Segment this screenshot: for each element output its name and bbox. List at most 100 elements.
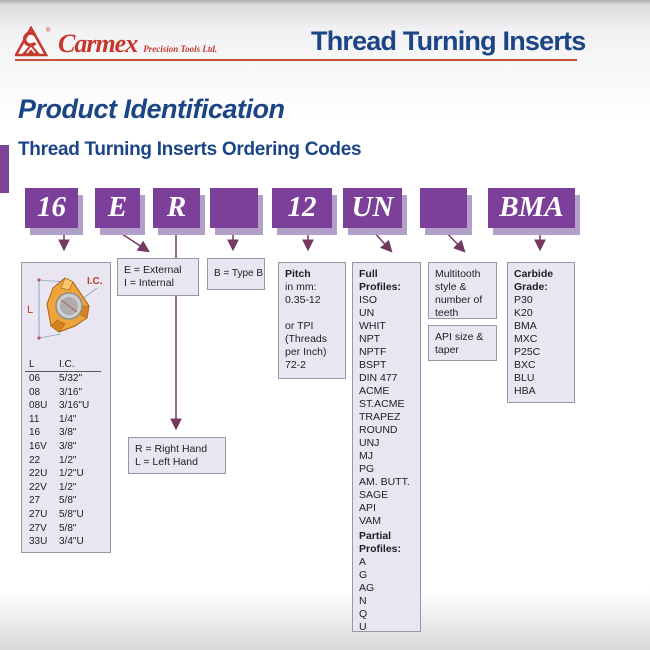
full-profiles-title: Full Profiles: bbox=[359, 268, 402, 293]
profile-item: ISO bbox=[359, 294, 378, 306]
grade-item: BXC bbox=[514, 359, 536, 371]
full-profiles-list: ISO UN WHIT NPT NPTF BSPT DIN 477 ACME ST.ACME TR… bbox=[359, 294, 414, 528]
pitch-line: per Inch) bbox=[285, 346, 327, 358]
table-row: 11 1/4" bbox=[25, 413, 107, 427]
cell-ic: 3/4"U bbox=[59, 536, 84, 548]
cell-l: 33U bbox=[29, 536, 48, 548]
profile-item: SAGE bbox=[359, 489, 389, 501]
cell-ic: 1/2" bbox=[59, 454, 77, 466]
grade-item: BLU bbox=[514, 372, 535, 384]
pitch-title: Pitch bbox=[285, 268, 311, 280]
profile-item: DIN 477 bbox=[359, 372, 398, 384]
profile-item: API bbox=[359, 502, 376, 514]
external-internal-box: E = External I = Internal bbox=[117, 258, 199, 296]
section-title: Product Identification bbox=[18, 94, 285, 124]
pitch-line: (Threads bbox=[285, 333, 328, 345]
profile-item: NPT bbox=[359, 333, 380, 345]
pitch-line bbox=[285, 307, 339, 320]
carbide-grade-title: Carbide Grade: bbox=[514, 268, 554, 293]
brand-name: Carmex bbox=[58, 29, 138, 58]
cell-l: 27V bbox=[29, 522, 47, 534]
cell-l: 16V bbox=[29, 440, 47, 452]
type-b-box: B = Type B bbox=[207, 258, 265, 290]
table-row: 22U 1/2"U bbox=[25, 467, 107, 481]
profile-item: AM. BUTT. bbox=[359, 476, 410, 488]
cell-l: 08U bbox=[29, 400, 48, 412]
multitooth-box: Multitooth style & number of teeth bbox=[428, 262, 497, 319]
code-box-multitooth bbox=[420, 188, 467, 228]
table-row: 27U 5/8"U bbox=[25, 508, 107, 522]
code-box-hand: R bbox=[153, 188, 200, 228]
brand-logo: ® Carmex Precision Tools Ltd. bbox=[13, 20, 218, 59]
carbide-grade-box: Carbide Grade: P30 K20 BMA MXC P25C BXC BLU HBA bbox=[507, 262, 575, 403]
profile-item: ST.ACME bbox=[359, 398, 405, 410]
table-row: 22 1/2" bbox=[25, 454, 107, 468]
cell-ic: 1/2" bbox=[59, 481, 77, 493]
pitch-box: Pitch in mm: 0.35-12 or TPI (Threads per In… bbox=[278, 262, 346, 379]
code-box-grade: BMA bbox=[488, 188, 575, 228]
profile-item: PG bbox=[359, 463, 375, 475]
profiles-box: Full Profiles: ISO UN WHIT NPT NPTF BSPT DIN 4… bbox=[352, 262, 421, 634]
profile-item: UNJ bbox=[359, 437, 380, 449]
api-size-box: API size & taper bbox=[428, 325, 497, 361]
cell-ic: 5/32" bbox=[59, 373, 83, 384]
profile-item: ROUND bbox=[359, 424, 398, 436]
brand-subtitle: Precision Tools Ltd. bbox=[143, 44, 218, 54]
left-accent-bar bbox=[0, 145, 9, 193]
table-row: 08 3/16" bbox=[25, 386, 107, 400]
cell-ic: 1/4" bbox=[59, 413, 77, 425]
dim-label-ic: I.C. bbox=[87, 276, 103, 287]
profile-item: UN bbox=[359, 307, 375, 319]
cell-l: 06 bbox=[29, 373, 41, 384]
profile-item: BSPT bbox=[359, 359, 387, 371]
cell-ic: 5/8"U bbox=[59, 508, 84, 520]
profile-item: AG bbox=[359, 582, 375, 594]
carmex-triangle-icon: ® bbox=[13, 25, 51, 63]
cell-ic: 3/16"U bbox=[59, 400, 90, 412]
cell-l: 22V bbox=[29, 481, 47, 493]
code-box-external: E bbox=[95, 188, 140, 228]
cell-ic: 5/8" bbox=[59, 495, 77, 507]
profile-item: MJ bbox=[359, 450, 373, 462]
table-row: 08U 3/16"U bbox=[25, 399, 107, 413]
profile-item: A bbox=[359, 556, 367, 568]
profile-item: VAM bbox=[359, 515, 381, 527]
table-header: L I.C. bbox=[25, 358, 107, 372]
section-subtitle: Thread Turning Inserts Ordering Codes bbox=[18, 139, 362, 160]
table-row: 16V 3/8" bbox=[25, 440, 107, 454]
hand-box: R = Right Hand L = Left Hand bbox=[128, 437, 226, 474]
table-row: 33U 3/4"U bbox=[25, 535, 107, 549]
grade-item: P25C bbox=[514, 346, 541, 358]
code-box-pitch: 12 bbox=[272, 188, 332, 228]
internal-line: I = Internal bbox=[124, 277, 174, 289]
pitch-lines: in mm: 0.35-12 or TPI (Threads per Inch) 72-… bbox=[285, 281, 339, 372]
right-hand-line: R = Right Hand bbox=[135, 443, 208, 455]
cell-l: 27U bbox=[29, 508, 48, 520]
carbide-grades-list: P30 K20 BMA MXC P25C BXC BLU HBA bbox=[514, 294, 568, 398]
profile-item: U bbox=[359, 621, 367, 633]
profile-item: WHIT bbox=[359, 320, 386, 332]
insert-diagram: L I.C. bbox=[27, 276, 103, 340]
grade-item: P30 bbox=[514, 294, 533, 306]
cell-l: 11 bbox=[29, 413, 40, 425]
cell-ic: 3/8" bbox=[59, 427, 77, 439]
pitch-line: or TPI bbox=[285, 320, 314, 332]
grade-item: BMA bbox=[514, 320, 537, 332]
table-row: 22V 1/2" bbox=[25, 481, 107, 495]
col-header-l: L bbox=[25, 358, 59, 372]
partial-profiles-list: A G AG N Q U bbox=[359, 556, 414, 634]
table-row: 27V 5/8" bbox=[25, 522, 107, 536]
cell-ic: 1/2"U bbox=[59, 468, 84, 480]
code-box-profile: UN bbox=[343, 188, 402, 228]
insert-size-table: L I.C. 06 5/32" 08 3/16" 08U 3/16"U 11 1/4" … bbox=[25, 358, 107, 549]
cell-ic: 3/16" bbox=[59, 386, 83, 398]
svg-text:®: ® bbox=[46, 27, 51, 34]
grade-item: HBA bbox=[514, 385, 536, 397]
cell-ic: 5/8" bbox=[59, 522, 77, 534]
table-row: 27 5/8" bbox=[25, 494, 107, 508]
profile-item: TRAPEZ bbox=[359, 411, 401, 423]
external-line: E = External bbox=[124, 264, 182, 276]
page-title: Thread Turning Inserts bbox=[311, 26, 586, 56]
pitch-line: 72-2 bbox=[285, 359, 307, 371]
profile-item: Q bbox=[359, 608, 368, 620]
